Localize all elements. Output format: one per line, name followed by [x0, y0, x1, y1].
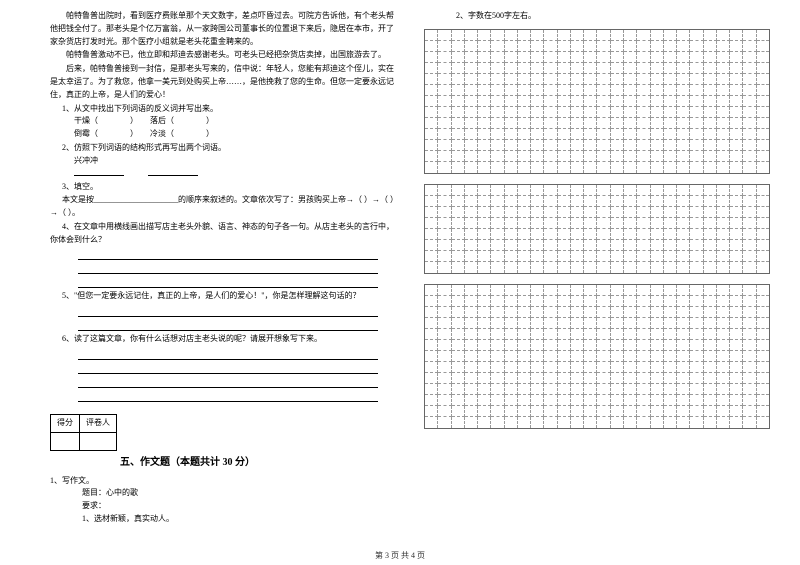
- question-2: 2、仿照下列词语的结构形式再写出两个词语。: [50, 142, 396, 155]
- writing-grids: [424, 29, 770, 429]
- answer-line: [78, 362, 378, 374]
- answer-line: [78, 348, 378, 360]
- composition-r2: 2、字数在500字左右。: [424, 10, 770, 23]
- answer-line: [78, 305, 378, 317]
- q1-a: 干燥: [74, 116, 90, 125]
- q1-c: 倒霉: [74, 129, 90, 138]
- answer-line: [78, 262, 378, 274]
- question-5: 5、"但您一定要永远记住，真正的上帝，是人们的爱心！"，你是怎样理解这句话的？: [50, 290, 396, 303]
- page-footer: 第 3 页 共 4 页: [0, 550, 800, 561]
- left-column: 帕特鲁普出院时，看到医疗费账单那个天文数字，差点吓昏过去。可院方告诉他，有个老头…: [50, 10, 414, 540]
- right-column: 2、字数在500字左右。: [414, 10, 770, 540]
- composition-num: 1、写作文。: [50, 475, 396, 488]
- writing-grid-1: [424, 29, 770, 174]
- question-6: 6、读了这篇文章，你有什么话想对店主老头说的呢？请展开想象写下来。: [50, 333, 396, 346]
- answer-line: [78, 248, 378, 260]
- section-5-title: 五、作文题（本题共计 30 分）: [50, 455, 396, 471]
- question-3: 3、填空。: [50, 181, 396, 194]
- score-header-1: 得分: [51, 414, 80, 432]
- answer-line: [78, 376, 378, 388]
- q1-b: 落后: [150, 116, 166, 125]
- q2-blanks: [50, 168, 396, 181]
- question-1: 1、从文中找出下列词语的反义词并写出来。: [50, 103, 396, 116]
- composition-topic: 题目：心中的歌: [50, 487, 396, 500]
- writing-grid-3: [424, 284, 770, 429]
- q3-line: 本文是按_____________________的顺序来叙述的。文章依次写了：…: [50, 194, 396, 220]
- score-table: 得分 评卷人: [50, 414, 117, 451]
- question-4: 4、在文章中用横线画出描写店主老头外貌、语言、神态的句子各一句。从店主老头的言行…: [50, 221, 396, 247]
- q1-row2: 倒霉（ ） 冷淡（ ）: [50, 128, 396, 141]
- answer-line: [78, 319, 378, 331]
- answer-line: [78, 390, 378, 402]
- q1-d: 冷淡: [150, 129, 166, 138]
- passage-p3: 后来，帕特鲁普接到一封信，是那老头写来的，信中说：年轻人，您能有邦迪这个侄儿，实…: [50, 63, 396, 101]
- passage-p2: 帕特鲁普激动不已，他立即和邦迪去感谢老头。可老头已经把杂货店卖掉，出国旅游去了。: [50, 49, 396, 62]
- q1-row1: 干燥（ ） 落后（ ）: [50, 115, 396, 128]
- composition-r1: 1、选材新颖，真实动人。: [50, 513, 396, 526]
- answer-line: [78, 276, 378, 288]
- composition-req: 要求：: [50, 500, 396, 513]
- passage-p1: 帕特鲁普出院时，看到医疗费账单那个天文数字，差点吓昏过去。可院方告诉他，有个老头…: [50, 10, 396, 48]
- q2-word: 兴冲冲: [50, 155, 396, 168]
- score-header-2: 评卷人: [80, 414, 117, 432]
- writing-grid-2: [424, 184, 770, 274]
